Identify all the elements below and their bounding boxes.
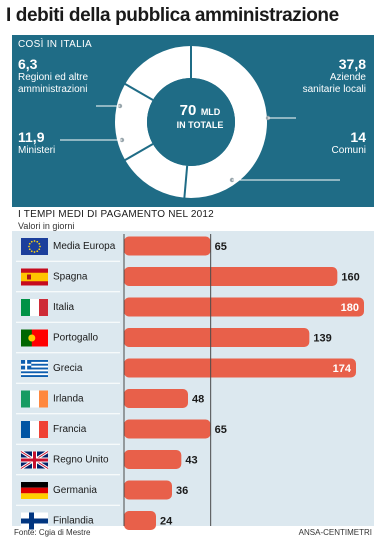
category-label: Irlanda xyxy=(53,394,84,405)
slice-label-comuni: 14 Comuni xyxy=(332,130,366,157)
flag-germania-icon xyxy=(21,482,48,499)
flag-finlandia-icon xyxy=(21,512,48,530)
data-label: 48 xyxy=(192,394,204,406)
center-value: 70 xyxy=(179,102,197,119)
bar xyxy=(124,358,356,378)
data-label: 65 xyxy=(215,241,227,253)
data-label: 139 xyxy=(313,333,331,345)
flag-francia-icon xyxy=(21,421,48,438)
data-label: 24 xyxy=(160,516,173,528)
slice-text: Aziende sanitarie locali xyxy=(302,72,366,95)
data-label: 43 xyxy=(185,455,197,467)
slice-value: 6,3 xyxy=(18,56,38,72)
bar xyxy=(124,389,188,408)
flag-media-europa-icon xyxy=(21,238,48,255)
slice-label-regioni: 6,3 Regioni ed altre amministrazioni xyxy=(18,57,106,96)
bar xyxy=(124,328,310,347)
donut-divider xyxy=(123,143,154,162)
flag-italia-icon xyxy=(21,299,48,316)
category-label: Finlandia xyxy=(53,516,94,527)
category-label: Italia xyxy=(53,302,75,313)
center-label: IN TOTALE xyxy=(176,120,224,130)
bar xyxy=(124,511,156,530)
slice-value: 11,9 xyxy=(18,129,45,145)
bar xyxy=(124,236,211,256)
bar xyxy=(124,419,211,439)
category-label: Regno Unito xyxy=(53,455,109,466)
bar xyxy=(124,297,364,317)
category-label: Spagna xyxy=(53,272,88,283)
data-label: 180 xyxy=(341,302,359,314)
bar-chart-subtitle: Valori in giorni xyxy=(18,221,75,231)
flag-irlanda-icon xyxy=(21,390,48,408)
page-title: I debiti della pubblica amministrazione xyxy=(6,5,339,26)
bar-chart-title: I TEMPI MEDI DI PAGAMENTO NEL 2012 xyxy=(18,209,214,220)
bar xyxy=(124,480,172,500)
category-label: Germania xyxy=(53,485,97,496)
flag-spagna-icon xyxy=(21,268,48,286)
slice-text: Regioni ed altre amministrazioni xyxy=(18,72,89,95)
slice-text: Ministeri xyxy=(18,145,56,156)
donut-center: 70 MLD IN TOTALE xyxy=(154,102,246,130)
data-label: 160 xyxy=(341,272,359,284)
bar xyxy=(124,450,182,469)
slice-value: 14 xyxy=(350,129,366,145)
category-label: Francia xyxy=(53,424,87,435)
center-unit: MLD xyxy=(200,107,221,117)
slice-value: 37,8 xyxy=(338,56,366,72)
category-label: Grecia xyxy=(53,363,83,374)
data-label: 36 xyxy=(176,485,188,497)
flag-portogallo-icon xyxy=(21,329,48,347)
category-label: Media Europa xyxy=(53,241,116,252)
donut-hole xyxy=(147,78,235,166)
category-label: Portogallo xyxy=(53,333,98,344)
slice-label-ministeri: 11,9 Ministeri xyxy=(18,130,55,157)
source-note: Fonte: Cgia di Mestre xyxy=(14,528,91,537)
flag-grecia-icon xyxy=(21,360,48,377)
donut-divider xyxy=(123,82,154,101)
bar xyxy=(124,267,338,286)
slice-label-aziende: 37,8 Aziende sanitarie locali xyxy=(290,57,366,96)
data-label: 174 xyxy=(333,363,352,375)
flag-regno-unito-icon xyxy=(20,450,49,470)
italy-section-title: COSÌ IN ITALIA xyxy=(18,39,93,50)
data-label: 65 xyxy=(215,424,227,436)
slice-text: Comuni xyxy=(331,145,366,156)
credit-note: ANSA-CENTIMETRI xyxy=(298,528,372,537)
donut-divider xyxy=(183,165,189,199)
